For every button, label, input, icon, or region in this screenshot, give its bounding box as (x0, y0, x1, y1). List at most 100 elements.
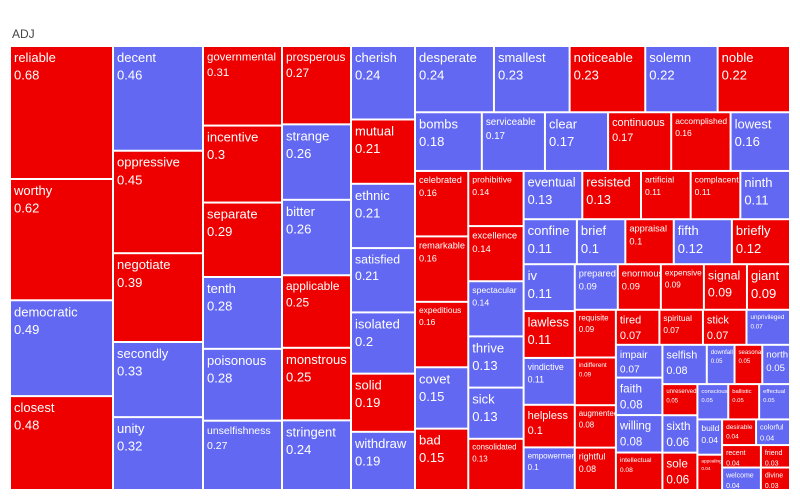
treemap-value: 0.16 (419, 317, 436, 327)
treemap-cell: stick 0.07 (703, 310, 746, 344)
treemap-value: 0.05 (766, 363, 785, 374)
treemap-label: solid (355, 378, 382, 393)
treemap-value: 0.08 (620, 398, 643, 411)
treemap-value: 0.28 (207, 299, 232, 314)
treemap-value: 0.24 (286, 442, 311, 457)
treemap-label: bitter (286, 204, 316, 219)
treemap-value: 0.09 (579, 282, 597, 292)
treemap-value: 0.14 (472, 187, 489, 197)
treemap-label: resisted (586, 176, 630, 190)
treemap-value: 0.16 (419, 254, 437, 264)
treemap-value: 0.04 (726, 434, 739, 441)
treemap-value: 0.19 (355, 453, 380, 468)
treemap-value: 0.09 (579, 325, 595, 334)
treemap-value: 0.16 (419, 188, 437, 198)
treemap-value: 0.23 (574, 68, 599, 83)
treemap-value: 0.11 (528, 374, 545, 384)
treemap-rect (204, 421, 281, 489)
treemap-rect (735, 345, 762, 384)
treemap-value: 0.25 (286, 295, 310, 309)
treemap-value: 0.27 (286, 66, 310, 80)
treemap-value: 0.21 (355, 269, 379, 283)
treemap-value: 0.11 (528, 241, 552, 256)
treemap-label: monstrous (286, 352, 347, 367)
treemap-rect (524, 312, 574, 357)
treemap-rect (469, 337, 523, 387)
treemap-value: 0.07 (707, 330, 728, 342)
treemap-rect (352, 120, 414, 183)
treemap-value: 0.26 (286, 146, 311, 161)
treemap-cell: north 0.05 (763, 345, 789, 384)
treemap-rect (672, 113, 730, 170)
treemap-rect (761, 468, 789, 489)
treemap-rect (704, 265, 746, 309)
treemap-value: 0.22 (722, 68, 747, 83)
treemap-cell: brief 0.1 (577, 220, 625, 264)
treemap-cell: worthy 0.62 (11, 180, 112, 300)
treemap-label: welcome (725, 473, 754, 480)
treemap-cell: secondly 0.33 (114, 343, 202, 417)
treemap-label: decent (117, 50, 156, 65)
treemap-cell: solid 0.19 (352, 374, 414, 431)
treemap-value: 0.07 (620, 330, 641, 342)
treemap-cell: reliable 0.68 (11, 47, 112, 179)
treemap-cell: recent 0.04 (723, 446, 760, 468)
treemap-rect (646, 47, 717, 112)
treemap-value: 0.15 (419, 450, 444, 465)
treemap-value: 0.13 (472, 409, 497, 424)
treemap-rect (741, 171, 789, 219)
treemap-label: unselfishness (207, 425, 271, 437)
treemap-value: 0.17 (549, 134, 574, 149)
treemap-cell: serviceable 0.17 (482, 113, 544, 170)
treemap-cell: confine 0.11 (524, 220, 576, 264)
treemap-rect (524, 358, 574, 404)
treemap-cell: willing 0.08 (616, 416, 662, 452)
treemap-rect (469, 388, 523, 438)
treemap-label: governmental (207, 51, 276, 63)
treemap-rect (494, 47, 569, 112)
treemap-label: closest (14, 400, 55, 415)
treemap-rect (723, 468, 760, 489)
treemap-value: 0.48 (14, 418, 39, 433)
treemap-cell: welcome 0.04 (723, 468, 760, 490)
treemap-cell: eventual 0.13 (524, 171, 582, 219)
treemap-rect (575, 406, 615, 447)
treemap-label: withdraw (354, 436, 407, 451)
treemap-cell: unity 0.32 (114, 418, 202, 489)
treemap-value: 0.25 (286, 369, 311, 384)
treemap-value: 0.26 (286, 221, 311, 236)
treemap-rect (663, 345, 706, 384)
treemap-label: requisite (579, 314, 609, 323)
treemap-cell: ninth 0.11 (741, 171, 789, 219)
treemap-rect (204, 47, 281, 125)
treemap-rect (723, 420, 756, 445)
treemap-value: 0.11 (645, 187, 661, 197)
treemap-label: friend (765, 450, 783, 457)
treemap-label: spectacular (472, 285, 517, 295)
treemap-cell: incentive 0.3 (204, 126, 281, 202)
treemap-rect (747, 310, 789, 344)
treemap-rect (283, 276, 350, 347)
treemap-label: worthy (13, 183, 53, 198)
treemap-label: expeditious (419, 305, 461, 315)
treemap-cell: expeditious 0.16 (416, 302, 468, 367)
treemap-rect (114, 254, 202, 341)
treemap-label: giant (751, 268, 780, 283)
treemap-value: 0.11 (744, 193, 768, 208)
treemap-label: cherish (355, 50, 397, 65)
treemap-value: 0.11 (528, 286, 552, 301)
treemap-label: colorful (760, 423, 784, 432)
treemap-value: 0.14 (472, 244, 491, 255)
treemap-label: prepared (579, 268, 616, 278)
treemap-value: 0.28 (207, 370, 232, 385)
treemap-label: celebrated (419, 175, 462, 185)
treemap-rect (283, 47, 350, 124)
treemap-label: applicable (286, 279, 340, 293)
treemap-rect (732, 220, 789, 264)
treemap-rect (698, 385, 728, 419)
treemap-cell: continuous 0.17 (609, 113, 671, 170)
treemap-label: augmented (579, 409, 618, 418)
treemap-value: 0.06 (666, 473, 689, 486)
treemap-value: 0.05 (701, 398, 713, 404)
treemap-value: 0.11 (695, 187, 711, 197)
